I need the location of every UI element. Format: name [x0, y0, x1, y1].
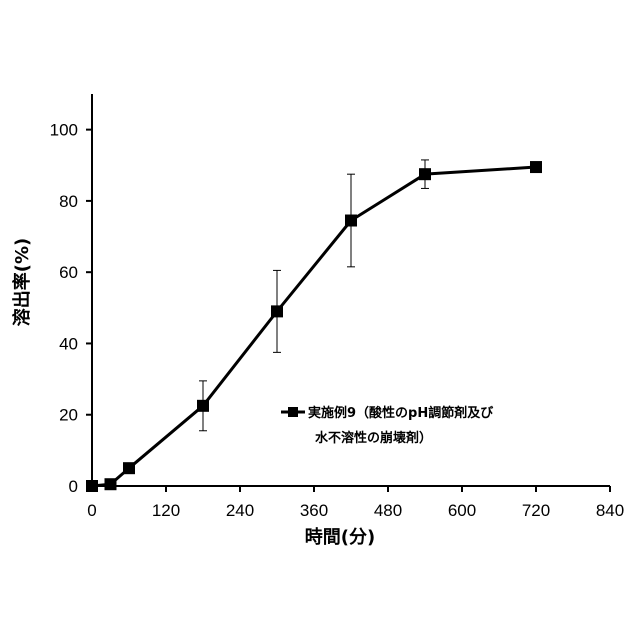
data-point-marker	[123, 462, 135, 475]
data-point-marker	[419, 168, 431, 181]
x-ticks: 0 120 240 360 480 600 720 840	[87, 486, 624, 520]
y-axis-title: 溶出率(%)	[11, 238, 33, 327]
legend-label-line-2: 水不溶性の崩壊剤）	[315, 430, 432, 446]
legend-marker-sample	[288, 407, 298, 417]
data-point-marker	[530, 161, 542, 174]
x-axis-title: 時間(分)	[305, 527, 375, 548]
x-tick-label: 480	[374, 501, 402, 520]
axes	[91, 94, 610, 487]
data-point-marker	[86, 480, 98, 492]
legend-label-line-1: 実施例9（酸性のpH調節剤及び	[308, 405, 494, 421]
y-tick-label: 60	[59, 263, 78, 282]
data-point-marker	[271, 305, 283, 318]
data-point-marker	[104, 478, 117, 491]
x-tick-label: 600	[448, 501, 476, 520]
x-tick-label: 120	[152, 501, 180, 520]
series-layer	[86, 161, 542, 492]
series-line	[91, 165, 537, 488]
y-tick-label: 20	[59, 406, 78, 425]
y-ticks: 0 20 40 60 80 100	[50, 121, 92, 496]
y-tick-label: 40	[59, 334, 78, 353]
x-tick-label: 720	[522, 501, 550, 520]
data-point-marker	[197, 399, 209, 412]
x-tick-label: 360	[300, 501, 328, 520]
error-bars	[199, 159, 429, 432]
y-tick-label: 0	[69, 477, 78, 496]
legend: 実施例9（酸性のpH調節剤及び 水不溶性の崩壊剤）	[281, 405, 494, 446]
y-tick-label: 80	[59, 192, 78, 211]
x-tick-label: 840	[596, 501, 624, 520]
data-point-marker	[345, 214, 357, 227]
x-tick-label: 0	[87, 501, 96, 520]
y-tick-label: 100	[50, 121, 78, 140]
x-tick-label: 240	[226, 501, 254, 520]
